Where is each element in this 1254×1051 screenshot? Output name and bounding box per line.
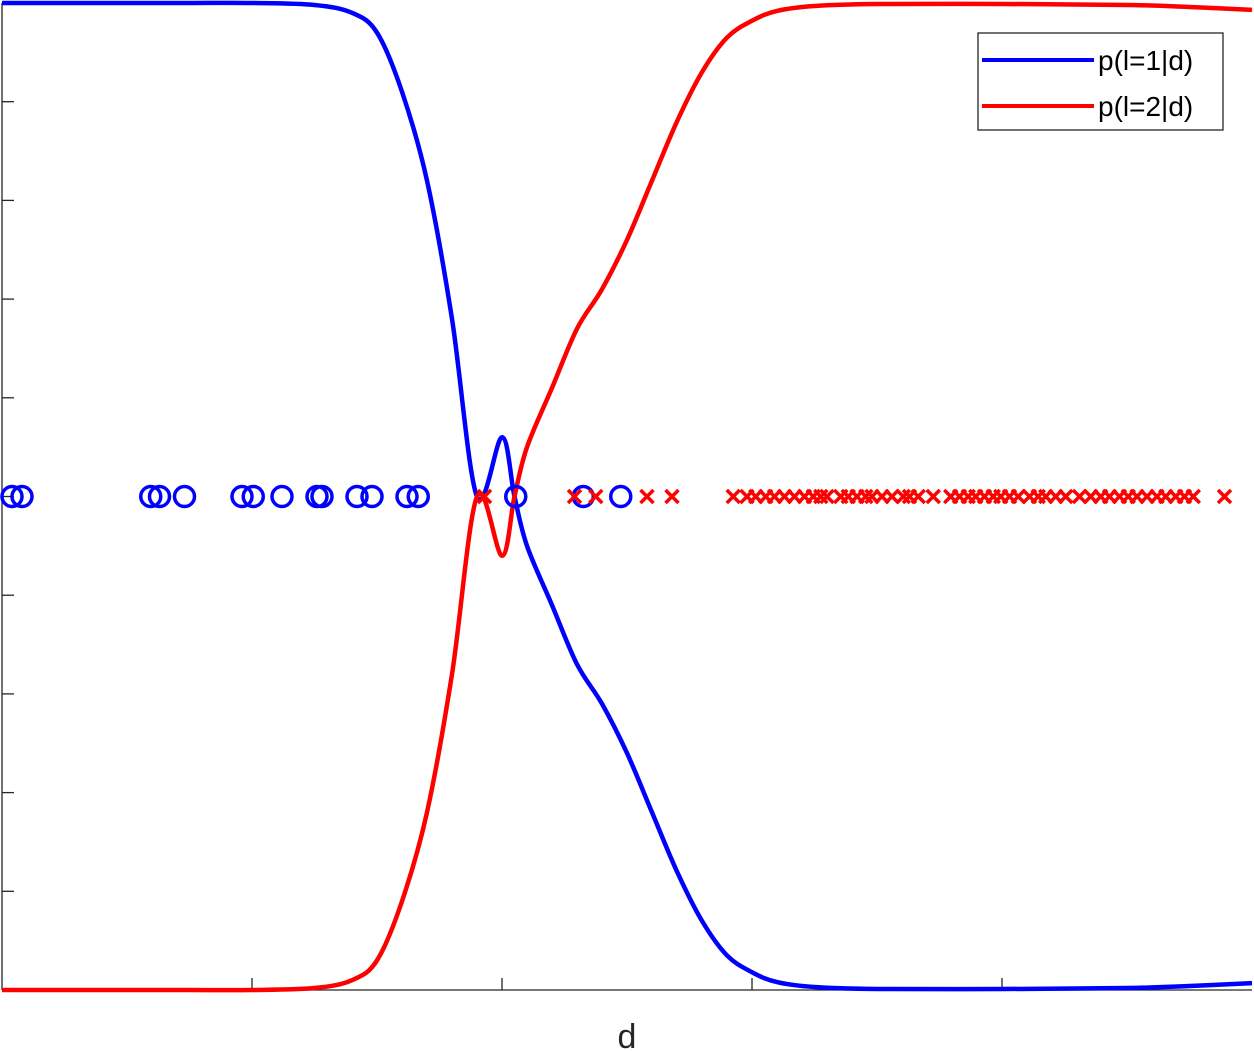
- class2-point-54: [1216, 488, 1233, 505]
- class2-point-53: [1185, 488, 1201, 505]
- legend-label-class2: p(l=2|d): [1098, 91, 1193, 122]
- class1-point-7: [270, 484, 294, 509]
- class2-point-22: [884, 488, 900, 505]
- class1-point-6: [241, 484, 265, 509]
- class2-point-4: [664, 488, 680, 505]
- series-lines: [1, 0, 1253, 993]
- class2-point-0: [476, 488, 493, 505]
- class1-point-2: [139, 484, 163, 509]
- data-points: [0, 484, 1233, 509]
- series-line-1: [1, 0, 1253, 992]
- class1-point-14: [504, 484, 528, 509]
- class1-point-13: [406, 484, 430, 509]
- class2-point-3: [639, 488, 655, 505]
- class1-point-10: [345, 484, 369, 509]
- x-axis-label: d: [618, 1018, 637, 1051]
- class2-point-35: [1010, 488, 1026, 505]
- class2-point-5: [725, 488, 741, 505]
- class2-point-1: [566, 488, 583, 505]
- class1-point-11: [360, 484, 384, 509]
- class1-point-4: [172, 484, 197, 509]
- class1-point-3: [147, 484, 172, 509]
- class2-point-2: [588, 488, 604, 505]
- class2-point-25: [910, 488, 926, 505]
- class1-point-1: [10, 484, 34, 509]
- series-line-2: [2, 1, 1253, 993]
- class1-point-5: [230, 484, 254, 509]
- class1-point-9: [310, 484, 334, 509]
- legend: p(l=1|d) p(l=2|d): [977, 32, 1224, 131]
- class1-point-16: [609, 484, 633, 509]
- legend-label-class1: p(l=1|d): [1098, 45, 1193, 76]
- class2-point-40: [1058, 488, 1074, 505]
- class1-point-0: [0, 484, 24, 509]
- class1-point-12: [395, 484, 419, 509]
- class2-point-41: [1071, 488, 1088, 505]
- class2-point-15: [819, 488, 835, 505]
- class2-point-26: [925, 488, 941, 505]
- legend-box: [977, 32, 1224, 131]
